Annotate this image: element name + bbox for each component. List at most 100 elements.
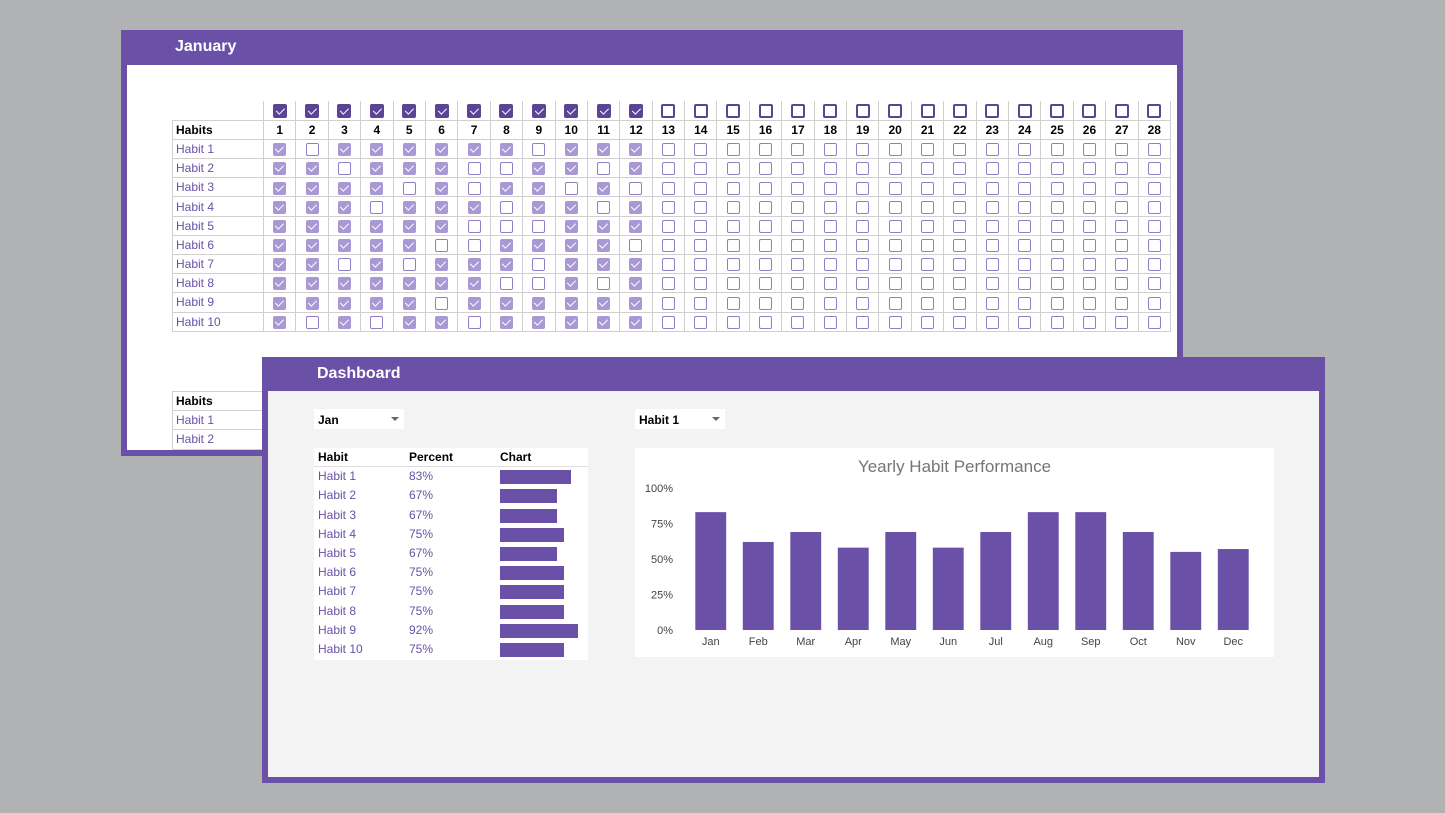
checkbox-icon[interactable]	[499, 162, 513, 176]
checkbox-icon[interactable]	[370, 200, 384, 214]
checkbox-icon[interactable]	[1082, 315, 1096, 329]
checkbox-icon[interactable]	[726, 239, 740, 253]
checkbox-icon[interactable]	[953, 277, 967, 291]
checkbox-icon[interactable]	[953, 143, 967, 157]
checked-checkbox-icon[interactable]	[596, 103, 611, 118]
checked-checkbox-icon[interactable]	[564, 239, 578, 253]
checkbox-icon[interactable]	[1018, 296, 1032, 310]
checked-checkbox-icon[interactable]	[337, 315, 351, 329]
checkbox-icon[interactable]	[1115, 315, 1129, 329]
checkbox-icon[interactable]	[499, 200, 513, 214]
checkbox-icon[interactable]	[823, 315, 837, 329]
checkbox-icon[interactable]	[888, 143, 902, 157]
checked-checkbox-icon[interactable]	[597, 181, 611, 195]
checked-checkbox-icon[interactable]	[532, 315, 546, 329]
checkbox-icon[interactable]	[759, 239, 773, 253]
checkbox-icon[interactable]	[953, 219, 967, 233]
checked-checkbox-icon[interactable]	[402, 296, 416, 310]
checked-checkbox-icon[interactable]	[337, 143, 351, 157]
checkbox-icon[interactable]	[888, 277, 902, 291]
checked-checkbox-icon[interactable]	[467, 296, 481, 310]
checkbox-icon[interactable]	[791, 181, 805, 195]
checkbox-icon[interactable]	[856, 200, 870, 214]
checkbox-icon[interactable]	[1082, 219, 1096, 233]
checkbox-icon[interactable]	[694, 296, 708, 310]
checkbox-icon[interactable]	[921, 239, 934, 253]
checkbox-icon[interactable]	[856, 315, 870, 329]
checkbox-icon[interactable]	[920, 103, 935, 118]
checked-checkbox-icon[interactable]	[370, 239, 384, 253]
checkbox-icon[interactable]	[921, 181, 934, 195]
checked-checkbox-icon[interactable]	[499, 296, 513, 310]
checkbox-icon[interactable]	[888, 296, 902, 310]
checked-checkbox-icon[interactable]	[402, 315, 416, 329]
checked-checkbox-icon[interactable]	[435, 219, 449, 233]
checked-checkbox-icon[interactable]	[370, 296, 384, 310]
checkbox-icon[interactable]	[985, 103, 1000, 118]
checkbox-icon[interactable]	[597, 162, 611, 176]
checkbox-icon[interactable]	[726, 315, 740, 329]
checkbox-icon[interactable]	[597, 200, 611, 214]
checkbox-icon[interactable]	[1082, 239, 1096, 253]
checkbox-icon[interactable]	[823, 258, 837, 272]
checked-checkbox-icon[interactable]	[337, 200, 351, 214]
checkbox-icon[interactable]	[791, 162, 805, 176]
checked-checkbox-icon[interactable]	[435, 143, 449, 157]
checked-checkbox-icon[interactable]	[564, 258, 578, 272]
checkbox-icon[interactable]	[921, 277, 934, 291]
checked-checkbox-icon[interactable]	[305, 162, 319, 176]
checkbox-icon[interactable]	[921, 315, 934, 329]
checkbox-icon[interactable]	[1115, 219, 1129, 233]
checkbox-icon[interactable]	[1050, 219, 1064, 233]
checkbox-icon[interactable]	[888, 239, 902, 253]
checkbox-icon[interactable]	[952, 103, 967, 118]
checkbox-icon[interactable]	[661, 258, 675, 272]
checked-checkbox-icon[interactable]	[370, 143, 384, 157]
checkbox-icon[interactable]	[629, 239, 643, 253]
checked-checkbox-icon[interactable]	[629, 277, 643, 291]
checked-checkbox-icon[interactable]	[467, 143, 481, 157]
checkbox-icon[interactable]	[759, 258, 773, 272]
checkbox-icon[interactable]	[661, 200, 675, 214]
checkbox-icon[interactable]	[694, 315, 708, 329]
checked-checkbox-icon[interactable]	[370, 219, 384, 233]
checked-checkbox-icon[interactable]	[305, 296, 319, 310]
checkbox-icon[interactable]	[1018, 315, 1032, 329]
checkbox-icon[interactable]	[953, 258, 967, 272]
checkbox-icon[interactable]	[1018, 219, 1032, 233]
checkbox-icon[interactable]	[1082, 296, 1096, 310]
checkbox-icon[interactable]	[1050, 315, 1064, 329]
checkbox-icon[interactable]	[759, 296, 773, 310]
checkbox-icon[interactable]	[791, 258, 805, 272]
checked-checkbox-icon[interactable]	[532, 181, 546, 195]
checkbox-icon[interactable]	[337, 258, 351, 272]
checkbox-icon[interactable]	[1115, 277, 1129, 291]
checkbox-icon[interactable]	[921, 200, 934, 214]
checked-checkbox-icon[interactable]	[435, 200, 449, 214]
checkbox-icon[interactable]	[985, 258, 999, 272]
checked-checkbox-icon[interactable]	[337, 277, 351, 291]
checkbox-icon[interactable]	[661, 315, 675, 329]
checkbox-icon[interactable]	[726, 200, 740, 214]
checkbox-icon[interactable]	[694, 219, 708, 233]
checkbox-icon[interactable]	[759, 200, 773, 214]
checked-checkbox-icon[interactable]	[305, 277, 319, 291]
checkbox-icon[interactable]	[1147, 162, 1161, 176]
checked-checkbox-icon[interactable]	[597, 143, 611, 157]
checked-checkbox-icon[interactable]	[467, 103, 482, 118]
checkbox-icon[interactable]	[1018, 258, 1032, 272]
checked-checkbox-icon[interactable]	[629, 296, 643, 310]
checked-checkbox-icon[interactable]	[467, 200, 481, 214]
checkbox-icon[interactable]	[1018, 162, 1032, 176]
checked-checkbox-icon[interactable]	[337, 296, 351, 310]
checkbox-icon[interactable]	[1115, 181, 1129, 195]
checked-checkbox-icon[interactable]	[305, 219, 319, 233]
checkbox-icon[interactable]	[1050, 200, 1064, 214]
checked-checkbox-icon[interactable]	[402, 200, 416, 214]
checkbox-icon[interactable]	[758, 103, 773, 118]
checkbox-icon[interactable]	[1147, 277, 1161, 291]
checkbox-icon[interactable]	[856, 219, 870, 233]
checkbox-icon[interactable]	[532, 277, 546, 291]
checked-checkbox-icon[interactable]	[467, 277, 481, 291]
checkbox-icon[interactable]	[694, 162, 708, 176]
